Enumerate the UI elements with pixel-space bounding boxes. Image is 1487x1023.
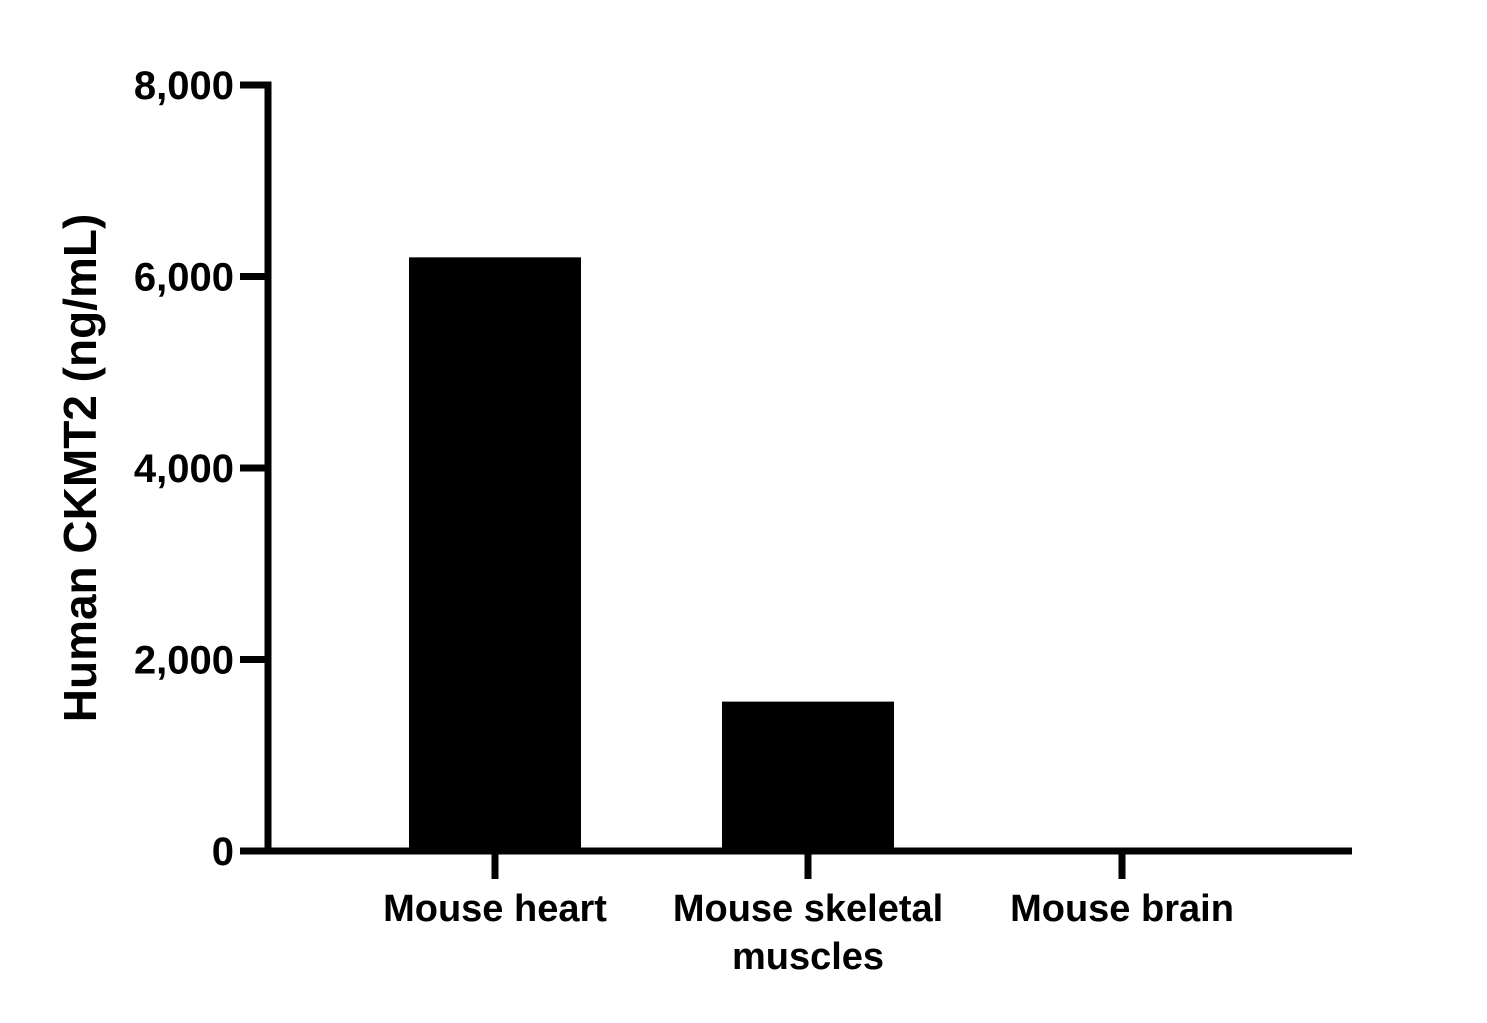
x-category-label-2: Mouse brain [1010, 888, 1234, 930]
x-category-label-line: Mouse brain [1010, 888, 1234, 930]
y-tick-label-2: 4,000 [134, 447, 234, 491]
x-category-label-0: Mouse heart [383, 888, 607, 930]
axes-layer [240, 81, 1352, 879]
bars-layer [409, 257, 894, 852]
labels-layer: Human CKMT2 (ng/mL) 0 2,000 4,000 6,000 8,00… [54, 64, 1234, 978]
y-tick-label-3: 6,000 [134, 256, 234, 300]
y-tick-label-1: 2,000 [134, 639, 234, 683]
y-tick-label-0: 0 [212, 830, 234, 874]
x-category-label-line: muscles [732, 936, 884, 978]
y-axis-title: Human CKMT2 (ng/mL) [54, 214, 106, 723]
bar-0 [409, 257, 581, 852]
x-category-label-1: Mouse skeletal muscles [673, 888, 943, 978]
bar-1 [722, 701, 894, 851]
x-category-label-line: Mouse skeletal [673, 888, 943, 930]
x-category-label-line: Mouse heart [383, 888, 607, 930]
y-tick-label-4: 8,000 [134, 64, 234, 108]
